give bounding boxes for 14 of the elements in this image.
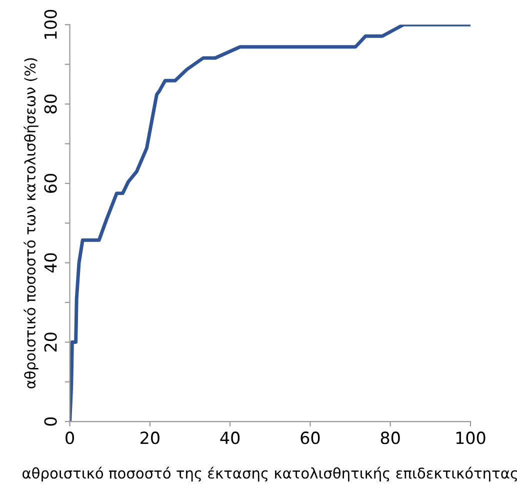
- x-tick-label: 0: [66, 432, 74, 444]
- x-tick-label: 80: [380, 432, 400, 444]
- y-tick-label: 20: [44, 332, 57, 352]
- y-tick-label: 0: [44, 417, 57, 426]
- y-tick-label: 100: [44, 10, 57, 39]
- y-tick-label: 80: [44, 94, 57, 114]
- x-tick-label: 60: [300, 432, 320, 444]
- x-tick-label: 20: [140, 432, 160, 444]
- x-axis-title: αθροιστικό ποσοστό της έκτασης κατολισθητικής επιδεκτικότητας: [22, 466, 517, 482]
- y-tick-label: 40: [44, 253, 57, 273]
- x-tick-label: 40: [220, 432, 240, 444]
- y-tick-label: 60: [44, 174, 57, 193]
- y-axis-title: αθροιστικό ποσοστό των κατολισθήσεων (%): [24, 58, 38, 388]
- x-tick-label: 100: [456, 432, 486, 444]
